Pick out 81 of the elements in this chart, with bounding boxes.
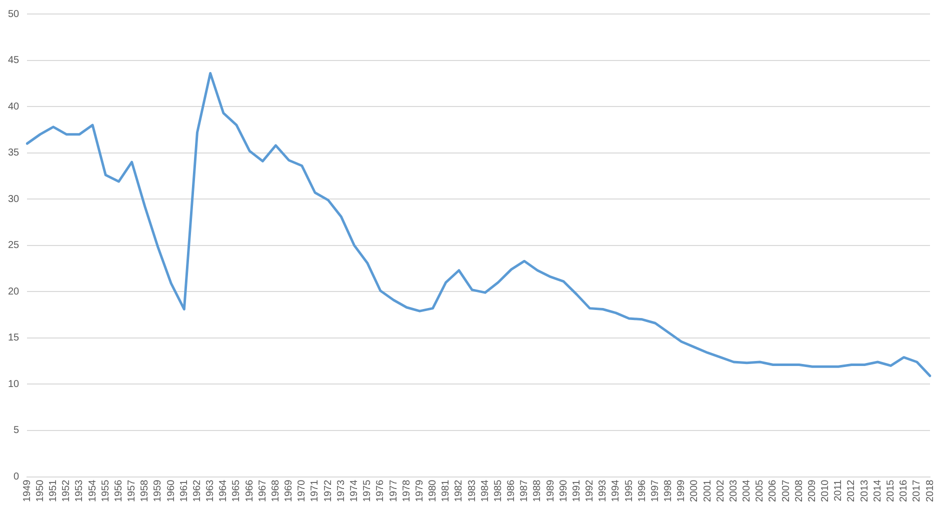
x-tick-label: 1995 bbox=[624, 479, 635, 502]
x-tick-label: 1978 bbox=[401, 479, 412, 502]
x-tick-label: 1976 bbox=[375, 479, 386, 502]
y-tick-label: 40 bbox=[8, 101, 20, 112]
x-tick-label: 1973 bbox=[336, 479, 347, 502]
y-tick-label: 10 bbox=[8, 378, 20, 390]
x-tick-label: 1992 bbox=[584, 479, 596, 502]
x-tick-label: 1951 bbox=[48, 479, 60, 502]
x-tick-label: 1958 bbox=[140, 479, 151, 502]
x-tick-label: 1963 bbox=[205, 479, 216, 502]
x-tick-label: 1969 bbox=[284, 479, 295, 502]
x-tick-label: 1979 bbox=[414, 479, 426, 502]
y-tick-label: 0 bbox=[14, 472, 20, 483]
x-tick-label: 1972 bbox=[322, 479, 334, 502]
x-tick-label: 1968 bbox=[270, 479, 282, 502]
x-tick-label: 2013 bbox=[859, 479, 870, 502]
y-tick-label: 5 bbox=[14, 425, 20, 436]
x-tick-label: 1993 bbox=[598, 479, 609, 502]
x-tick-label: 2008 bbox=[794, 479, 805, 502]
x-tick-label: 1960 bbox=[166, 479, 177, 502]
x-tick-label: 1986 bbox=[506, 479, 518, 502]
x-tick-label: 2018 bbox=[924, 479, 936, 502]
x-tick-label: 2012 bbox=[846, 479, 858, 502]
y-tick-label: 35 bbox=[8, 148, 20, 159]
x-tick-label: 1989 bbox=[545, 479, 556, 502]
x-tick-label: 1984 bbox=[480, 479, 491, 502]
x-tick-label: 1994 bbox=[610, 479, 622, 502]
x-tick-label: 1997 bbox=[650, 479, 661, 502]
x-tick-label: 2011 bbox=[833, 479, 844, 502]
x-tick-label: 2010 bbox=[820, 479, 832, 502]
x-tick-label: 1970 bbox=[296, 479, 308, 502]
x-tick-label: 2002 bbox=[715, 479, 726, 502]
x-tick-label: 1983 bbox=[466, 479, 478, 502]
y-tick-label: 15 bbox=[8, 332, 20, 344]
x-tick-label: 2006 bbox=[768, 479, 779, 502]
x-tick-label: 1985 bbox=[492, 479, 504, 502]
x-tick-label: 1965 bbox=[231, 479, 242, 502]
y-tick-label: 20 bbox=[8, 286, 20, 298]
x-tick-label: 1950 bbox=[34, 479, 46, 502]
x-tick-label: 1974 bbox=[349, 479, 360, 502]
x-tick-label: 1975 bbox=[362, 479, 374, 502]
x-tick-label: 2015 bbox=[885, 479, 896, 502]
x-tick-label: 2000 bbox=[689, 479, 700, 502]
x-tick-label: 1981 bbox=[440, 479, 452, 502]
x-tick-label: 1996 bbox=[636, 479, 648, 502]
x-tick-label: 1953 bbox=[74, 479, 86, 502]
x-tick-label: 1964 bbox=[218, 479, 230, 502]
x-tick-label: 1959 bbox=[152, 479, 164, 502]
x-tick-label: 2014 bbox=[872, 479, 884, 502]
x-tick-label: 1991 bbox=[571, 479, 582, 502]
x-tick-label: 2004 bbox=[742, 479, 753, 502]
x-tick-label: 1982 bbox=[454, 479, 465, 502]
x-tick-label: 1949 bbox=[22, 479, 33, 502]
x-tick-label: 1957 bbox=[126, 479, 138, 502]
x-tick-label: 1954 bbox=[87, 479, 98, 502]
y-tick-label: 45 bbox=[8, 55, 20, 66]
x-tick-label: 2001 bbox=[702, 479, 714, 502]
y-tick-label: 50 bbox=[8, 8, 20, 20]
x-tick-label: 1990 bbox=[558, 479, 570, 502]
x-tick-label: 1966 bbox=[244, 479, 256, 502]
x-tick-label: 2009 bbox=[806, 479, 818, 502]
x-tick-label: 1998 bbox=[663, 479, 674, 502]
x-tick-label: 1988 bbox=[532, 479, 544, 502]
x-tick-label: 1980 bbox=[428, 479, 439, 502]
x-tick-label: 2005 bbox=[754, 479, 766, 502]
y-tick-label: 30 bbox=[8, 194, 20, 205]
x-tick-label: 2003 bbox=[728, 479, 740, 502]
x-tick-label: 1952 bbox=[61, 479, 72, 502]
x-tick-label: 1955 bbox=[100, 479, 112, 502]
x-tick-label: 1961 bbox=[178, 479, 190, 502]
x-tick-label: 1987 bbox=[519, 479, 530, 502]
x-tick-label: 1967 bbox=[257, 479, 268, 502]
x-tick-label: 2017 bbox=[912, 479, 923, 502]
x-tick-label: 1971 bbox=[310, 479, 321, 502]
y-tick-label: 25 bbox=[8, 240, 20, 252]
x-tick-label: 2016 bbox=[898, 479, 910, 502]
x-tick-label: 1956 bbox=[113, 479, 124, 502]
x-tick-label: 1999 bbox=[676, 479, 688, 502]
x-tick-label: 1962 bbox=[192, 479, 203, 502]
x-tick-label: 1977 bbox=[388, 479, 400, 502]
x-tick-label: 2007 bbox=[780, 479, 792, 502]
